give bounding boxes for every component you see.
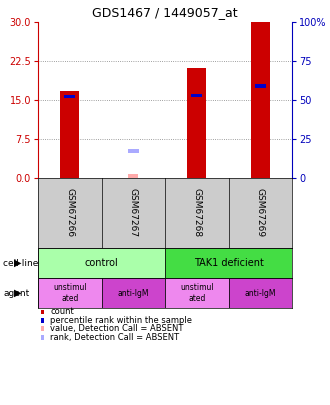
Text: unstimul
ated: unstimul ated (180, 284, 214, 303)
Text: percentile rank within the sample: percentile rank within the sample (50, 316, 192, 325)
Bar (228, 278, 292, 308)
Bar (64, 95, 76, 98)
Text: TAK1 deficient: TAK1 deficient (194, 258, 263, 268)
Bar (60, 91, 79, 178)
Text: ▶: ▶ (15, 258, 22, 268)
Bar (165, 248, 292, 278)
Text: count: count (50, 307, 74, 316)
Text: rank, Detection Call = ABSENT: rank, Detection Call = ABSENT (50, 333, 179, 342)
Bar (251, 22, 270, 178)
Text: anti-IgM: anti-IgM (245, 288, 276, 298)
Bar (187, 68, 206, 178)
Bar (102, 278, 165, 308)
Bar (38, 248, 165, 278)
Text: unstimul
ated: unstimul ated (53, 284, 86, 303)
Text: value, Detection Call = ABSENT: value, Detection Call = ABSENT (50, 324, 183, 333)
Text: GSM67269: GSM67269 (256, 188, 265, 238)
Text: ▶: ▶ (15, 288, 22, 298)
Bar (38, 278, 102, 308)
Text: GSM67266: GSM67266 (65, 188, 74, 238)
Bar (165, 278, 228, 308)
Text: cell line: cell line (3, 258, 39, 267)
Text: GSM67268: GSM67268 (192, 188, 201, 238)
Bar (191, 94, 203, 97)
Bar (127, 149, 139, 153)
Title: GDS1467 / 1449057_at: GDS1467 / 1449057_at (92, 6, 238, 19)
Text: GSM67267: GSM67267 (129, 188, 138, 238)
Text: anti-IgM: anti-IgM (117, 288, 149, 298)
Bar (128, 174, 138, 178)
Text: control: control (84, 258, 118, 268)
Text: agent: agent (3, 288, 30, 298)
Bar (254, 84, 266, 88)
